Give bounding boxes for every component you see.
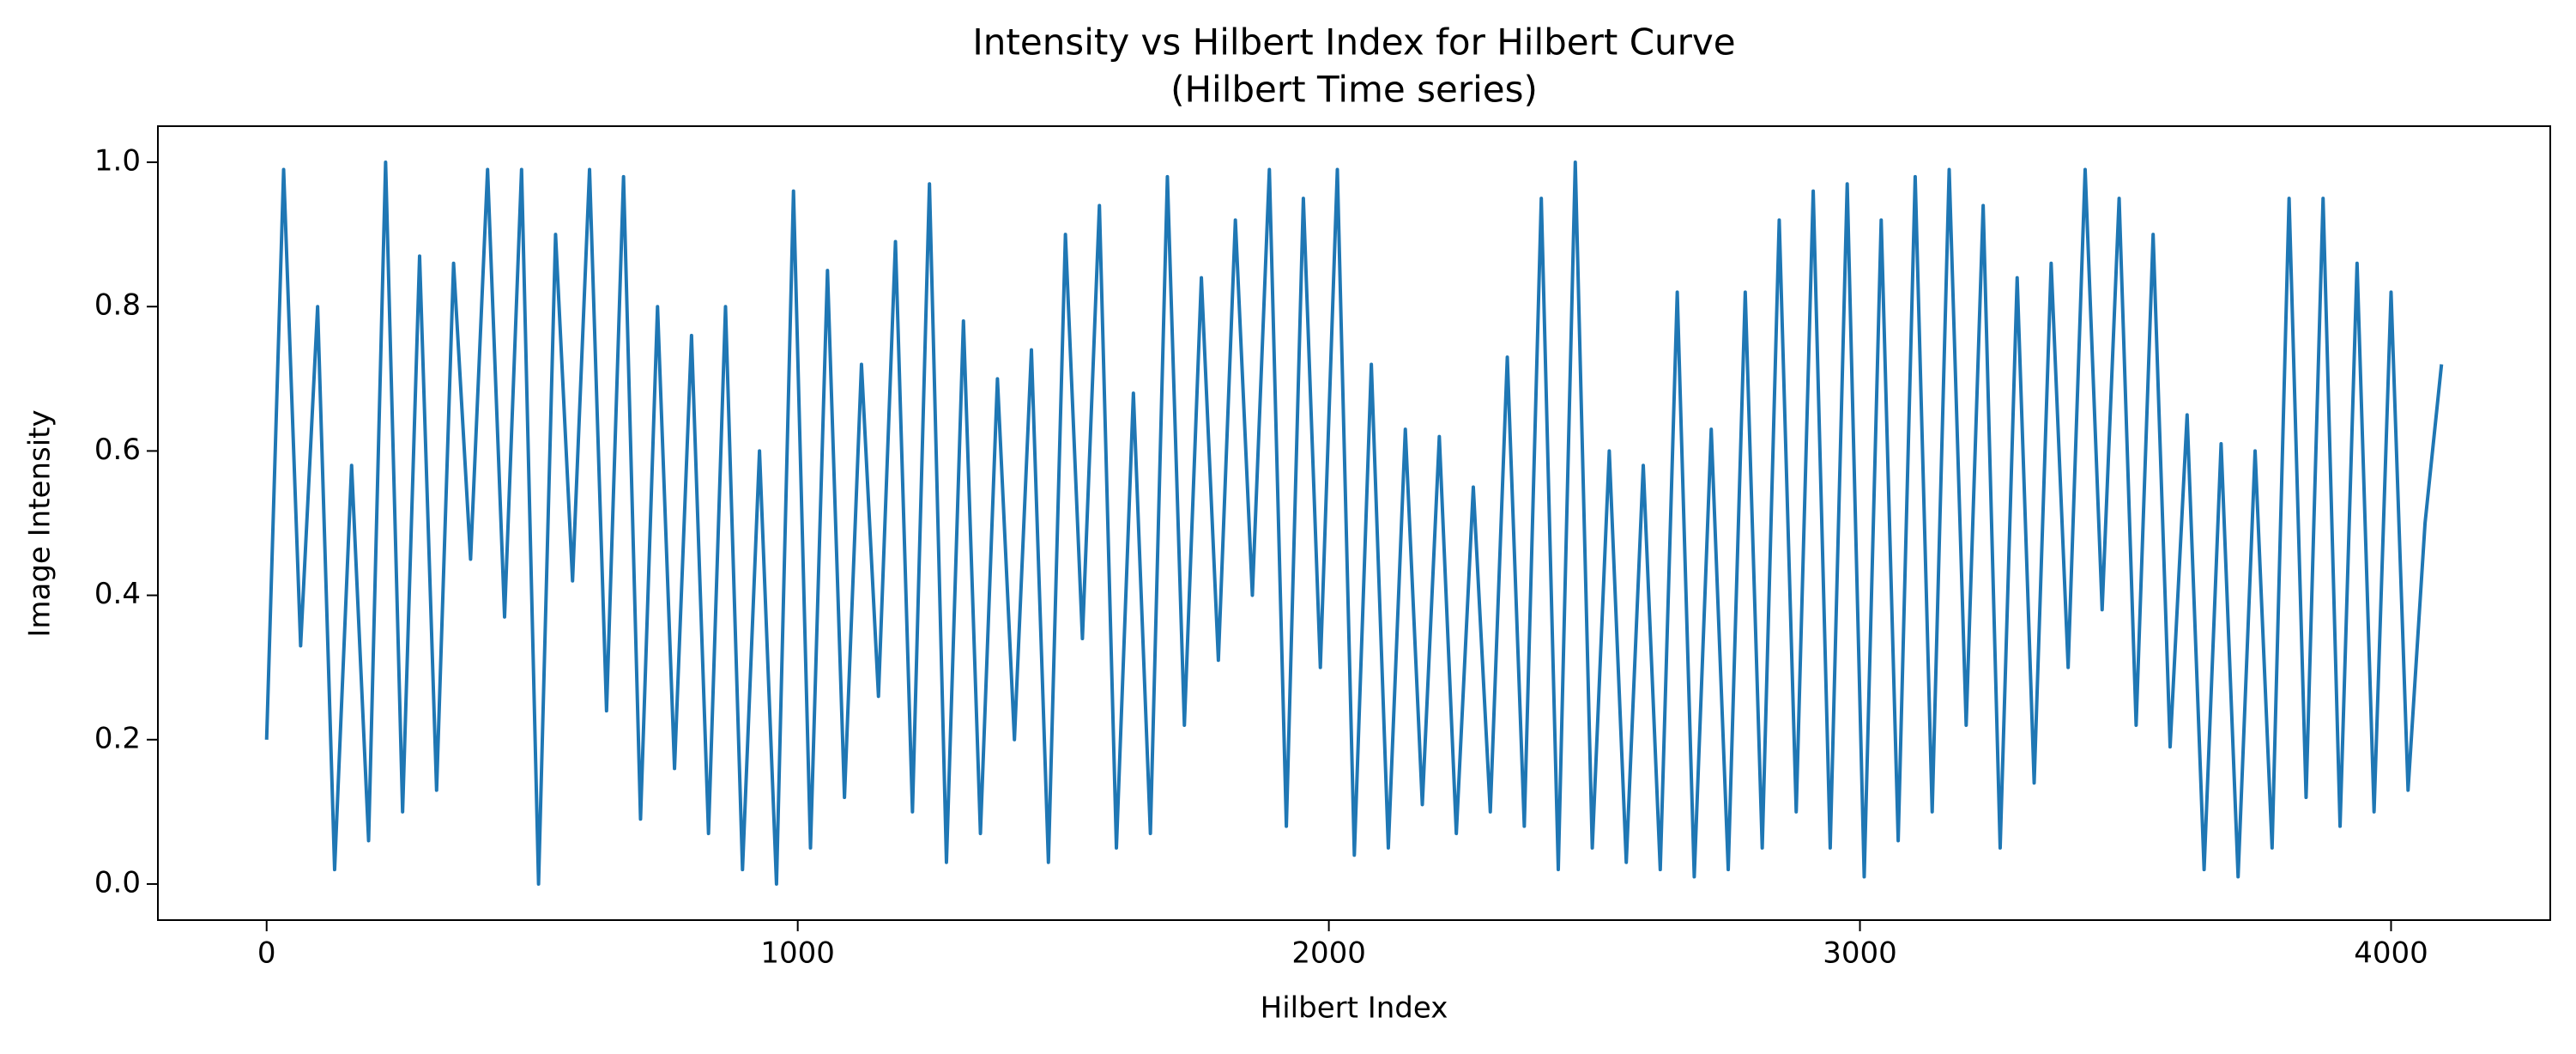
y-tick-label: 0.0 xyxy=(94,865,141,900)
y-tick-label: 1.0 xyxy=(94,144,141,179)
data-line xyxy=(264,161,2444,886)
x-tick-label: 2000 xyxy=(1291,936,1366,971)
chart-title: Intensity vs Hilbert Index for Hilbert C… xyxy=(972,21,1735,64)
plot-frame xyxy=(157,125,2551,921)
x-tick-label: 1000 xyxy=(760,936,835,971)
x-axis-label: Hilbert Index xyxy=(1261,991,1448,1026)
y-tick-label: 0.8 xyxy=(94,288,141,323)
y-axis-label: Image Intensity xyxy=(23,409,57,637)
chart-subtitle: (Hilbert Time series) xyxy=(1170,69,1538,111)
y-tick-label: 0.4 xyxy=(94,577,141,611)
y-tick-label: 0.2 xyxy=(94,721,141,755)
x-tick-label: 3000 xyxy=(1823,936,1897,971)
x-tick-label: 4000 xyxy=(2354,936,2428,971)
x-tick-label: 0 xyxy=(257,936,276,971)
y-tick-label: 0.6 xyxy=(94,433,141,467)
